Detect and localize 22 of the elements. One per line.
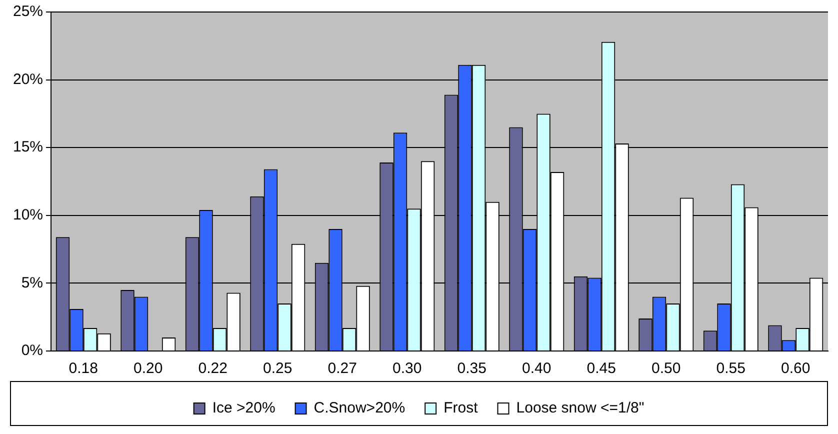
y-tick-label: 0%: [21, 342, 44, 360]
y-tick-label: 20%: [12, 70, 44, 88]
x-tick-label: 0.35: [457, 360, 486, 378]
x-tick-label: 0.40: [522, 360, 552, 378]
x-tick-label: 0.60: [781, 360, 810, 378]
legend-label: Loose snow <=1/8": [516, 400, 644, 417]
x-tick-label: 0.18: [68, 360, 98, 378]
y-tick-label: 15%: [12, 138, 44, 156]
y-tick-label: 10%: [12, 206, 44, 224]
x-tick-label: 0.45: [586, 360, 616, 378]
x-tick-label: 0.50: [652, 360, 681, 378]
x-tick-label: 0.25: [263, 360, 292, 378]
legend-label: Frost: [444, 400, 479, 417]
y-tick-label: 5%: [21, 274, 44, 292]
x-tick-label: 0.20: [134, 360, 163, 378]
y-tick-label: 25%: [12, 3, 44, 20]
x-tick-label: 0.55: [716, 360, 746, 378]
legend-label: C.Snow>20%: [314, 400, 406, 417]
x-tick-label: 0.27: [328, 360, 357, 378]
x-tick-label: 0.30: [392, 360, 422, 378]
x-tick-label: 0.22: [198, 360, 228, 378]
legend-label: Ice >20%: [212, 400, 276, 417]
